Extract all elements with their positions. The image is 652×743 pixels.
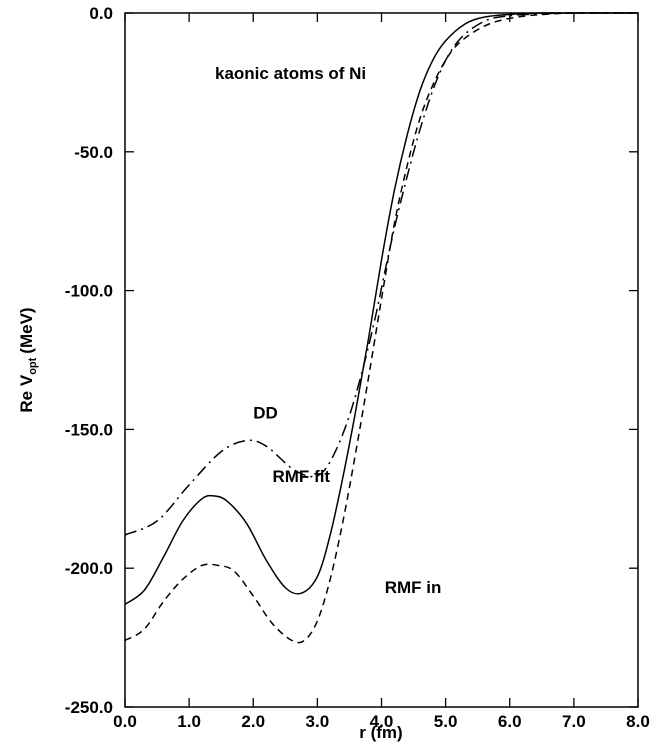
y-axis-title-main: Re V: [17, 374, 36, 412]
y-tick-label: -100.0: [65, 282, 113, 301]
series-layer: [124, 12, 638, 644]
series-label: RMF in: [385, 578, 442, 597]
x-axis-title: r (fm): [359, 723, 402, 742]
x-tick-label: 3.0: [306, 712, 330, 731]
series-labels: DD RMF fit RMF in: [253, 403, 441, 597]
axis-ticks: 0.0 1.0 2.0 3.0 4.0 5.0 6.0 7.0 8.0 0.0 -50.0 -100.…: [65, 4, 650, 731]
series-line-rmf-in: [124, 12, 638, 644]
x-tick-label: 5.0: [434, 712, 458, 731]
y-axis-title: Re Vopt (MeV): [17, 307, 39, 412]
series-line-rmf-fit: [124, 12, 638, 605]
x-tick-label: 2.0: [241, 712, 265, 731]
x-tick-label: 7.0: [562, 712, 586, 731]
x-tick-label: 8.0: [626, 712, 650, 731]
x-tick-label: 1.0: [177, 712, 201, 731]
y-tick-label: -250.0: [65, 698, 113, 717]
x-tick-label: 4.0: [370, 712, 394, 731]
plot-frame: [124, 12, 639, 708]
y-tick-label: -150.0: [65, 420, 113, 439]
y-axis-title-sub: opt: [27, 357, 39, 374]
y-axis-title-unit: (MeV): [17, 307, 36, 353]
series-label: DD: [253, 403, 278, 422]
series-line-dd: [124, 12, 638, 536]
y-tick-label: -200.0: [65, 559, 113, 578]
x-tick-label: 6.0: [498, 712, 522, 731]
x-tick-label: 0.0: [113, 712, 137, 731]
series-label: RMF fit: [272, 467, 330, 486]
y-tick-label: 0.0: [89, 4, 113, 23]
annotation-text: kaonic atoms of Ni: [215, 64, 366, 83]
y-tick-label: -50.0: [74, 143, 113, 162]
